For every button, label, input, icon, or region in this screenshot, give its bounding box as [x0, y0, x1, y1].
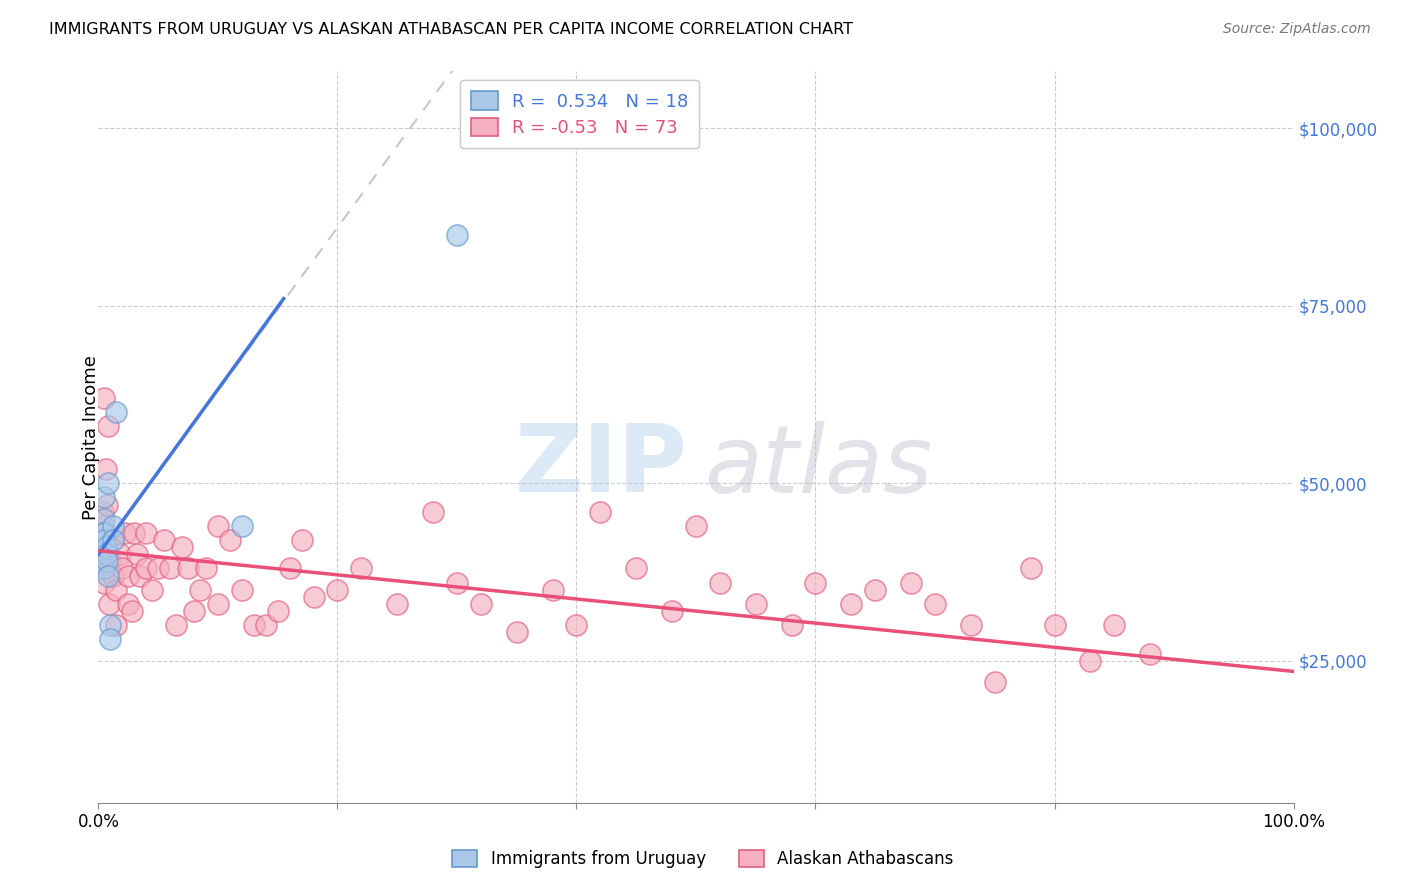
Point — [470, 597, 492, 611]
Point — [1080, 654, 1102, 668]
Point — [350, 561, 373, 575]
Point — [114, 525, 136, 540]
Point — [96, 554, 118, 568]
Point — [1104, 618, 1126, 632]
Point — [254, 618, 277, 632]
Point — [231, 519, 253, 533]
Point — [93, 391, 115, 405]
Point — [94, 462, 117, 476]
Point — [231, 582, 253, 597]
Point — [385, 597, 409, 611]
Point — [153, 533, 176, 547]
Legend: Immigrants from Uruguay, Alaskan Athabascans: Immigrants from Uruguay, Alaskan Athabas… — [446, 843, 960, 875]
Point — [278, 561, 301, 575]
Point — [865, 582, 887, 597]
Point — [124, 525, 146, 540]
Point — [207, 519, 229, 533]
Point — [93, 512, 115, 526]
Point — [93, 533, 115, 547]
Point — [121, 604, 143, 618]
Point — [105, 405, 128, 419]
Point — [125, 547, 148, 561]
Point — [159, 561, 181, 575]
Point — [446, 575, 468, 590]
Point — [97, 476, 120, 491]
Point — [93, 561, 115, 575]
Point — [135, 525, 157, 540]
Y-axis label: Per Capita Income: Per Capita Income — [83, 355, 100, 519]
Point — [177, 561, 200, 575]
Point — [93, 525, 115, 540]
Point — [108, 547, 131, 561]
Point — [96, 498, 118, 512]
Point — [541, 582, 564, 597]
Point — [91, 505, 114, 519]
Point — [446, 227, 468, 242]
Point — [105, 618, 128, 632]
Point — [105, 582, 128, 597]
Point — [94, 540, 117, 554]
Point — [93, 525, 115, 540]
Point — [97, 419, 120, 434]
Point — [685, 519, 707, 533]
Point — [1139, 647, 1161, 661]
Text: Source: ZipAtlas.com: Source: ZipAtlas.com — [1223, 22, 1371, 37]
Point — [207, 597, 229, 611]
Point — [98, 618, 122, 632]
Point — [1019, 561, 1042, 575]
Point — [148, 561, 170, 575]
Point — [960, 618, 983, 632]
Point — [135, 561, 157, 575]
Point — [219, 533, 242, 547]
Point — [101, 533, 124, 547]
Point — [589, 505, 612, 519]
Point — [91, 519, 114, 533]
Legend: R =  0.534   N = 18, R = -0.53   N = 73: R = 0.534 N = 18, R = -0.53 N = 73 — [460, 80, 699, 148]
Point — [243, 618, 266, 632]
Point — [780, 618, 803, 632]
Point — [98, 632, 122, 647]
Point — [565, 618, 588, 632]
Point — [94, 547, 117, 561]
Point — [709, 575, 731, 590]
Point — [267, 604, 290, 618]
Point — [924, 597, 946, 611]
Text: IMMIGRANTS FROM URUGUAY VS ALASKAN ATHABASCAN PER CAPITA INCOME CORRELATION CHAR: IMMIGRANTS FROM URUGUAY VS ALASKAN ATHAB… — [49, 22, 853, 37]
Point — [841, 597, 863, 611]
Point — [506, 625, 529, 640]
Point — [661, 604, 683, 618]
Point — [98, 554, 122, 568]
Point — [93, 491, 115, 505]
Point — [326, 582, 349, 597]
Point — [745, 597, 768, 611]
Point — [1043, 618, 1066, 632]
Point — [626, 561, 648, 575]
Point — [129, 568, 152, 582]
Point — [195, 561, 218, 575]
Point — [93, 575, 115, 590]
Point — [183, 604, 205, 618]
Point — [101, 568, 124, 582]
Point — [291, 533, 314, 547]
Point — [101, 519, 124, 533]
Point — [984, 675, 1007, 690]
Point — [422, 505, 444, 519]
Point — [98, 597, 121, 611]
Point — [172, 540, 194, 554]
Point — [188, 582, 211, 597]
Point — [141, 582, 163, 597]
Point — [117, 597, 139, 611]
Point — [117, 568, 139, 582]
Text: atlas: atlas — [704, 421, 932, 512]
Point — [93, 561, 115, 575]
Point — [804, 575, 827, 590]
Point — [97, 568, 120, 582]
Point — [111, 561, 134, 575]
Point — [900, 575, 922, 590]
Point — [302, 590, 325, 604]
Point — [165, 618, 187, 632]
Text: ZIP: ZIP — [515, 420, 688, 512]
Point — [101, 533, 124, 547]
